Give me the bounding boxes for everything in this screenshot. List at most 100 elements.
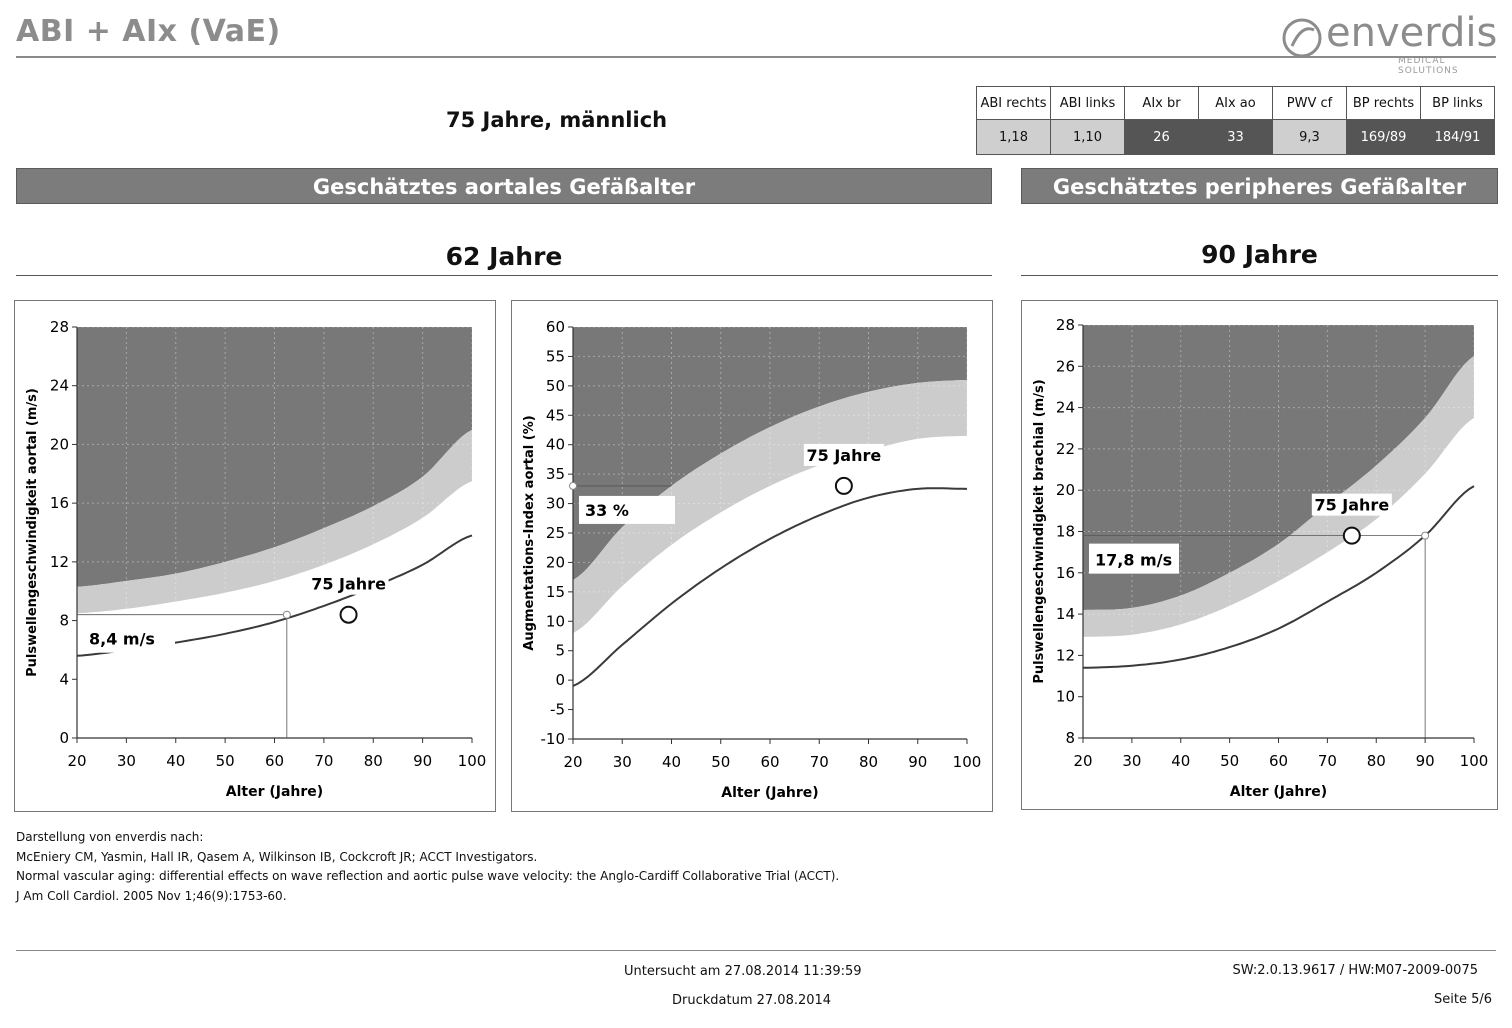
patient-info: 75 Jahre, männlich [446,108,668,132]
pwv-aortal-panel: 20 30 40 50 60 70 80 90 100 0 4 8 12 16 20 24 28 Alter (J… [14,300,496,812]
x-tick-label: 60 [265,752,284,770]
y-tick-label: 8 [59,612,69,630]
vascular-age-marker [282,610,291,619]
y-tick-label: 15 [546,583,565,601]
y-tick-label: 35 [546,465,565,483]
value-label-box [579,495,675,524]
reference-line: Normal vascular aging: differential effe… [16,869,840,883]
normal-aging-curve [572,487,968,687]
y-tick-label: 0 [59,729,69,747]
value-abi-rechts: 1,18 [976,119,1051,155]
y-tick-label: -10 [541,730,566,748]
x-tick-label: 100 [458,752,487,770]
patient-label: 75 Jahre [1314,496,1389,515]
logo-swirl-icon [1282,18,1322,58]
y-tick-label: 24 [1056,399,1075,417]
peripheral-age-rule [1021,275,1498,276]
x-axis-title: Alter (Jahre) [721,785,818,801]
x-tick-label: 70 [314,752,333,770]
y-tick-label: 5 [555,642,565,660]
value-aix-ao: 33 [1198,119,1273,155]
light-zone-area [1083,356,1474,637]
y-tick-label: 28 [50,318,69,336]
aortic-section-title: Geschätztes aortales Gefäßalter [16,168,992,204]
y-tick-label: 40 [546,436,565,454]
references: Darstellung von enverdis nach: McEniery … [16,828,839,906]
x-tick-label: 70 [1318,752,1337,770]
header-bp-links: BP links [1420,86,1495,120]
y-tick-label: 10 [546,612,565,630]
values-table: ABI rechts ABI links AIx br AIx ao PWV c… [976,86,1495,155]
value-aix-br: 26 [1124,119,1199,155]
logo-wordmark: enverdis [1326,10,1498,56]
patient-label: 75 Jahre [311,575,386,594]
x-tick-label: 100 [1460,752,1489,770]
patient-marker [1342,526,1361,545]
value-pwv-cf: 9,3 [1272,119,1347,155]
y-tick-label: 20 [1056,481,1075,499]
values-table-header-row: ABI rechts ABI links AIx br AIx ao PWV c… [976,86,1495,120]
title-divider [16,56,1496,58]
x-tick-label: 30 [117,752,136,770]
values-table-value-row: 1,18 1,10 26 33 9,3 169/89 184/91 [976,119,1495,155]
x-tick-label: 50 [216,752,235,770]
pwv-brachial-chart: 20 30 40 50 60 70 80 90 100 8 10 12 14 16 18 20 22 24 26 28… [1032,316,1489,800]
patient-label: 75 Jahre [807,446,882,465]
y-tick-label: 18 [1056,523,1075,541]
aix-aortal-panel: 20 30 40 50 60 70 80 90 100 -10 -5 0 5 10 15 20 25 30 35 40… [511,300,993,812]
y-tick-label: 30 [546,495,565,513]
header-bp-rechts: BP rechts [1346,86,1421,120]
value-label-box [83,622,175,653]
patient-label-box [308,572,389,595]
y-tick-label: 16 [50,494,69,512]
patient-marker [834,476,853,495]
value-label: 8,4 m/s [89,630,155,649]
x-tick-label: 60 [1269,752,1288,770]
y-tick-label: 12 [1056,646,1075,664]
examined-date: Untersucht am 27.08.2014 11:39:59 [624,964,862,979]
header-aix-br: AIx br [1124,86,1199,120]
x-tick-label: 40 [1171,752,1190,770]
reference-line: Darstellung von enverdis nach: [16,830,204,844]
peripheral-vascular-age: 90 Jahre [1201,240,1318,269]
y-tick-label: 26 [1056,357,1075,375]
y-tick-label: 24 [50,377,69,395]
value-bp-rechts: 169/89 [1346,119,1421,155]
dark-zone-area [77,327,472,587]
x-tick-label: 30 [1122,752,1141,770]
x-tick-label: 80 [1367,752,1386,770]
y-tick-label: 55 [546,347,565,365]
pwv-aortal-chart: 20 30 40 50 60 70 80 90 100 0 4 8 12 16 20 24 28 Alter (J… [25,318,487,800]
header-pwv-cf: PWV cf [1272,86,1347,120]
y-axis-title: Pulswellengeschwindigkeit aortal (m/s) [25,388,40,677]
header-abi-links: ABI links [1050,86,1125,120]
light-zone-area [77,429,472,614]
x-tick-label: 60 [760,753,779,771]
x-tick-label: 20 [563,753,582,771]
value-label: 33 % [585,501,629,520]
y-tick-label: 60 [546,318,565,336]
x-tick-label: 80 [364,752,383,770]
patient-label-box [803,443,884,466]
light-zone-area [573,380,967,634]
x-tick-label: 20 [1073,752,1092,770]
enverdis-logo: enverdis MEDICAL SOLUTIONS [1278,10,1498,76]
page-number: Seite 5/6 [1433,992,1492,1007]
x-tick-label: 50 [1220,752,1239,770]
logo-subtitle: MEDICAL SOLUTIONS [1398,56,1459,76]
x-tick-label: 90 [908,753,927,771]
peripheral-section-title: Geschätztes peripheres Gefäßalter [1021,168,1498,204]
print-date: Druckdatum 27.08.2014 [672,993,832,1008]
y-tick-label: -5 [550,701,565,719]
y-tick-label: 4 [59,670,69,688]
report-title: ABI + AIx (VaE) [16,14,281,49]
value-abi-links: 1,10 [1050,119,1125,155]
value-label: 17,8 m/s [1095,551,1172,570]
dark-zone-area [1083,325,1474,610]
y-tick-label: 25 [546,524,565,542]
x-tick-label: 80 [859,753,878,771]
aix-aortal-chart: 20 30 40 50 60 70 80 90 100 -10 -5 0 5 10 15 20 25 30 35 40… [522,318,981,801]
y-tick-label: 45 [546,406,565,424]
y-tick-label: 20 [546,553,565,571]
version-info: SW:2.0.13.9617 / HW:M07-2009-0075 [1232,963,1479,978]
